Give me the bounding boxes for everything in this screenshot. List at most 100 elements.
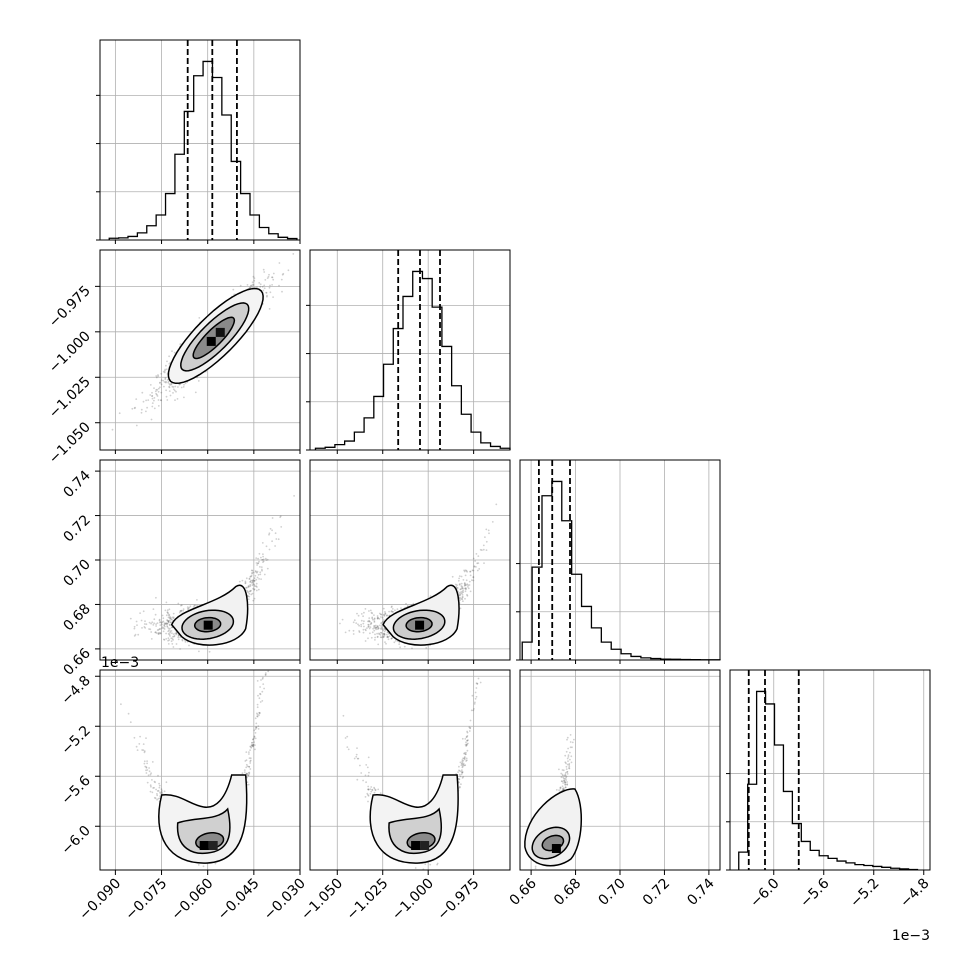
sample-point [470, 571, 472, 573]
sample-point [460, 608, 462, 610]
sample-point [253, 589, 255, 591]
sample-point [179, 343, 181, 345]
sample-point [381, 622, 383, 624]
sample-point [469, 581, 471, 583]
sample-point [168, 363, 170, 365]
sample-point [268, 274, 270, 276]
sample-point [362, 623, 364, 625]
sample-point [263, 271, 265, 273]
sample-point [405, 603, 407, 605]
sample-point [373, 614, 375, 616]
sample-point [162, 615, 164, 617]
sample-point [169, 608, 171, 610]
hist-panel-p1 [306, 250, 510, 450]
sample-point [209, 651, 211, 653]
sample-point [260, 283, 262, 285]
sample-point [477, 570, 479, 572]
sample-point [166, 625, 168, 627]
sample-point [169, 624, 171, 626]
sample-point [265, 558, 267, 560]
sample-point [252, 584, 254, 586]
sample-point [188, 645, 190, 647]
sample-point [425, 647, 427, 649]
sample-point [147, 769, 149, 771]
sample-point [386, 636, 388, 638]
sample-point [368, 620, 370, 622]
sample-point [261, 700, 263, 702]
sample-point [253, 280, 255, 282]
sample-point [203, 865, 205, 867]
sample-point [196, 599, 198, 601]
sample-point [155, 789, 157, 791]
sample-point [469, 584, 471, 586]
sample-point [486, 549, 488, 551]
sample-point [249, 757, 251, 759]
sample-point [348, 630, 350, 632]
sample-point [259, 566, 261, 568]
sample-point [173, 386, 175, 388]
sample-point [486, 541, 488, 543]
sample-point [248, 784, 250, 786]
sample-point [163, 639, 165, 641]
sample-point [171, 384, 173, 386]
scatter-panel-p1-p2 [310, 460, 510, 660]
sample-point [174, 352, 176, 354]
sample-point [399, 646, 401, 648]
sample-point [267, 559, 269, 561]
sample-point [365, 629, 367, 631]
hist-panel-p0 [96, 40, 300, 240]
sample-point [169, 634, 171, 636]
sample-point [319, 407, 321, 409]
sample-point [257, 558, 259, 560]
sample-point [475, 566, 477, 568]
sample-point [466, 570, 468, 572]
sample-point [478, 568, 480, 570]
sample-point [380, 634, 382, 636]
sample-point [251, 742, 253, 744]
sample-point [356, 613, 358, 615]
sample-point [262, 683, 264, 685]
sample-point [269, 287, 271, 289]
sample-point [281, 291, 283, 293]
sample-point [376, 633, 378, 635]
sample-point [147, 782, 149, 784]
sample-point [370, 626, 372, 628]
sample-point [262, 556, 264, 558]
sample-point [169, 616, 171, 618]
sample-point [141, 620, 143, 622]
sample-point [258, 282, 260, 284]
sample-point [154, 408, 156, 410]
sample-point [456, 584, 458, 586]
sample-point [247, 591, 249, 593]
sample-point [172, 392, 174, 394]
sample-point [473, 566, 475, 568]
sample-point [488, 532, 490, 534]
sample-point [183, 386, 185, 388]
sample-point [165, 633, 167, 635]
sample-point [363, 626, 365, 628]
sample-point [468, 588, 470, 590]
sample-point [388, 611, 390, 613]
sample-point [266, 545, 268, 547]
sample-point [461, 586, 463, 588]
sample-point [361, 613, 363, 615]
sample-point [261, 566, 263, 568]
sample-point [471, 579, 473, 581]
sample-point [398, 643, 400, 645]
sample-point [151, 395, 153, 397]
sample-point [375, 629, 377, 631]
scatter-panel-p0-p3 [100, 510, 300, 871]
sample-point [141, 627, 143, 629]
sample-point [198, 380, 200, 382]
sample-point [459, 594, 461, 596]
sample-point [365, 608, 367, 610]
sample-point [462, 588, 464, 590]
sample-point [385, 643, 387, 645]
sample-point [169, 390, 171, 392]
sample-point [144, 752, 146, 754]
sample-point [361, 620, 363, 622]
sample-point [147, 399, 149, 401]
sample-point [279, 551, 281, 553]
sample-point [257, 571, 259, 573]
